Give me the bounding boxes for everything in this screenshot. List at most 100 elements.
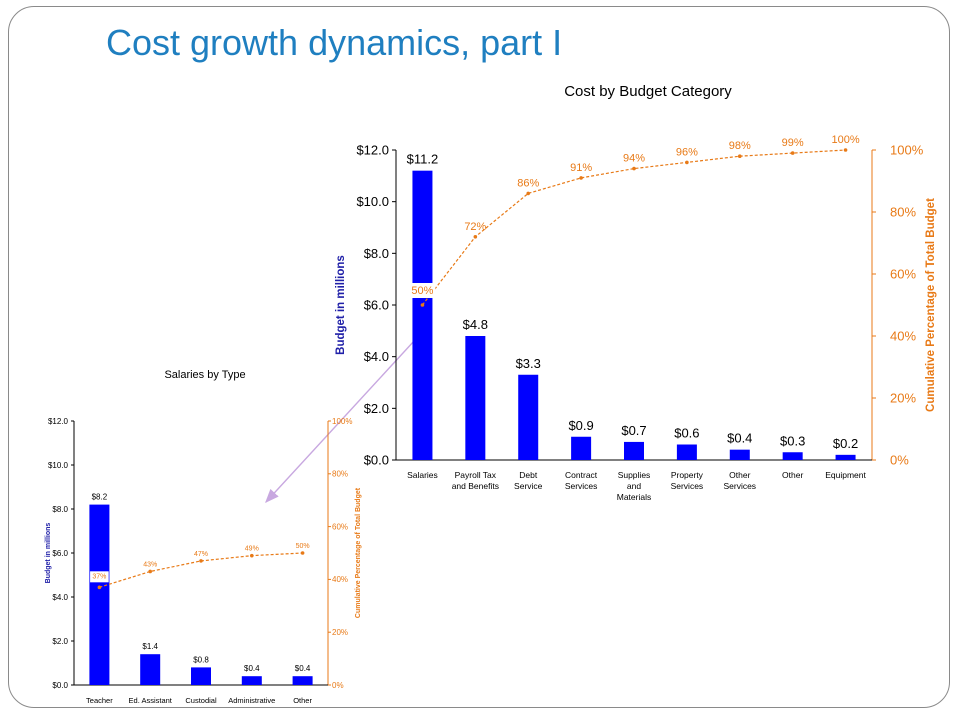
bar [624,441,644,460]
cumulative-label: 98% [729,140,751,152]
category-label-line: Payroll Tax [455,470,497,480]
y2-tick-label: 60% [890,267,916,282]
category-label: Payroll Tax and Benefits [452,470,499,491]
bar [465,336,486,460]
y2-tick-label: 100% [332,417,352,426]
y2-tick-label: 40% [890,329,916,344]
bar-value-label: $1.4 [142,642,158,651]
category-label: Equipment [825,470,866,480]
category-label: Administrative [228,696,275,705]
category-label: Custodial [185,696,217,705]
cumulative-point [250,553,254,558]
bar-value-label: $0.7 [621,423,646,438]
category-label-line: Materials [617,492,651,502]
category-label-line: Contract [565,470,598,480]
bar-value-label: $8.2 [92,493,108,502]
chart-title: Cost by Budget Category [564,83,732,100]
bar [729,449,750,460]
y2-tick-label: 40% [332,575,348,584]
cumulative-point [97,585,102,590]
cumulative-label: 99% [782,137,804,149]
category-label-line: and Benefits [452,481,499,491]
y-tick-label: $6.0 [52,549,68,558]
category-label-line: Other [729,470,750,480]
bar [292,676,313,685]
category-label: Salaries [407,470,438,480]
y2-tick-label: 0% [890,453,909,468]
bar [676,444,697,460]
bar-value-label: $4.8 [463,317,488,332]
bar-value-label: $0.4 [295,664,311,673]
bar [835,454,856,460]
cumulative-label-bg [409,283,436,298]
category-label: Other [782,470,803,480]
bar [412,170,433,460]
category-label: Contract Services [565,470,598,491]
cumulative-point [685,160,689,165]
cumulative-label: 94% [623,153,645,165]
cumulative-label: 43% [143,561,157,568]
cumulative-point [526,191,531,196]
y-tick-label: $6.0 [364,298,389,313]
category-label: Other [293,696,312,705]
y2-tick-label: 20% [332,628,348,637]
y2-tick-label: 100% [890,143,924,158]
bar [571,436,592,460]
zoom-connector-arrow [265,327,427,504]
cumulative-point [473,235,478,239]
y-tick-label: $0.0 [364,453,389,468]
y2-tick-label: 80% [890,205,916,220]
y2-axis-title: Cumulative Percentage of Total Budget [355,487,362,618]
y-tick-label: $2.0 [52,637,68,646]
bar [782,452,803,460]
chart-title: Salaries by Type [164,369,245,381]
y2-axis-title: Cumulative Percentage of Total Budget [925,198,937,412]
cumulative-label: 100% [831,134,859,146]
cumulative-point [843,148,848,152]
cumulative-point [579,176,583,180]
bar [191,667,211,685]
category-label-line: Equipment [825,470,866,480]
bar-value-label: $0.8 [193,655,209,664]
cumulative-point [632,166,636,171]
cumulative-point [790,151,795,155]
category-label-line: Services [671,481,704,491]
cumulative-point [420,303,425,307]
y-tick-label: $0.0 [52,681,68,690]
category-label: Property Services [671,470,704,491]
inset-chart: Salaries by Type $0.0 $2.0 $4.0 $6.0 $8.0 $10.… [45,369,362,705]
cumulative-label: 96% [676,146,698,158]
category-label-line: Services [565,481,598,491]
y-tick-label: $2.0 [364,401,389,416]
bar-value-label: $0.3 [780,433,805,448]
bar-value-label: $3.3 [516,356,541,371]
y-tick-label: $4.0 [364,349,389,364]
cumulative-label: 49% [245,546,259,553]
cumulative-label: 50% [411,285,433,297]
y-tick-label: $4.0 [52,593,68,602]
category-label-line: Property [671,470,704,480]
cumulative-line [421,149,846,306]
cumulative-label: 72% [464,221,486,233]
y2-tick-label: 0% [332,681,344,690]
category-label-line: Administrative [228,696,275,705]
y-tick-label: $12.0 [48,417,69,426]
y2-tick-label: 60% [332,522,348,531]
bar [518,374,539,460]
y-axis-title: Budget in millions [335,255,347,355]
category-label: Ed. Assistant [129,696,173,705]
cumulative-point [300,551,305,555]
bar-value-label: $0.6 [674,426,699,441]
cumulative-point [199,559,203,563]
cumulative-label: 91% [570,162,592,174]
cumulative-point [737,154,742,158]
cumulative-label: 86% [517,177,539,189]
cumulative-line [99,552,303,588]
cumulative-label: 47% [194,551,208,558]
bar-value-label: $0.4 [244,664,260,673]
category-label-line: and [627,481,641,491]
y-tick-label: $12.0 [356,143,389,158]
category-label-line: Teacher [86,696,113,705]
slide-title: Cost growth dynamics, part I [106,22,563,63]
